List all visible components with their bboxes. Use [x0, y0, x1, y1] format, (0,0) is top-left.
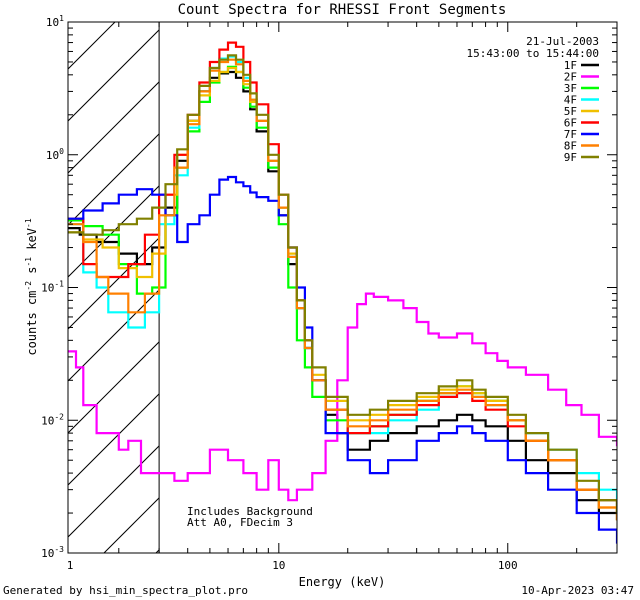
chart-title: Count Spectra for RHESSI Front Segments	[178, 2, 507, 18]
date-label: 21-Jul-2003	[526, 35, 599, 48]
y-axis-label-exp3: -1	[24, 218, 33, 228]
legend-label-4F: 4F	[564, 94, 577, 107]
y-axis-label-exp1: -2	[24, 281, 33, 291]
y-axis-ticks: 101 100 10-1 10-2 10-3	[41, 14, 617, 560]
hatch-line	[68, 393, 160, 486]
legend-label-3F: 3F	[564, 82, 577, 95]
legend-label-8F: 8F	[564, 140, 577, 153]
y-axis-label: counts cm-2 s-1 keV-1	[24, 218, 39, 355]
hatch-line	[68, 237, 160, 330]
legend-label-6F: 6F	[564, 117, 577, 130]
time-range-label: 15:43:00 to 15:44:00	[467, 47, 599, 60]
legend-label-7F: 7F	[564, 128, 577, 141]
hatch-line	[68, 29, 160, 122]
legend-label-5F: 5F	[564, 105, 577, 118]
footer-generated-by: Generated by hsi_min_spectra_plot.pro	[3, 584, 249, 597]
y-axis-label-mid1: s	[25, 267, 39, 281]
y-tick-label: 100	[46, 147, 64, 162]
x-tick-label: 10	[272, 559, 285, 572]
footer-timestamp: 10-Apr-2023 03:47	[521, 584, 634, 597]
legend-label-1F: 1F	[564, 59, 577, 72]
series-layer	[68, 41, 617, 544]
y-tick-label: 10-1	[41, 280, 64, 295]
y-tick-label: 101	[46, 14, 64, 29]
y-axis-label-mid2: keV	[25, 228, 39, 257]
x-tick-label: 1	[67, 559, 74, 572]
series-9F-line	[68, 54, 617, 515]
y-axis-label-base: counts cm	[25, 291, 39, 356]
y-tick-label: 10-2	[41, 412, 64, 427]
x-tick-label: 100	[498, 559, 518, 572]
hatch-line	[68, 81, 160, 174]
legend-label-9F: 9F	[564, 151, 577, 164]
y-tick-label: 10-3	[41, 545, 64, 560]
series-2F-line	[68, 292, 617, 502]
y-axis-label-exp2: -1	[24, 257, 33, 267]
svg-text:counts cm-2 s-1 keV-1: counts cm-2 s-1 keV-1	[24, 218, 39, 355]
x-axis-label: Energy (keV)	[299, 575, 386, 589]
legend-label-2F: 2F	[564, 71, 577, 84]
annotation-attenuator: Att A0, FDecim 3	[187, 516, 293, 529]
x-axis-ticks: 1 10 100	[67, 22, 618, 572]
annotation-background: Includes Background	[187, 505, 313, 518]
